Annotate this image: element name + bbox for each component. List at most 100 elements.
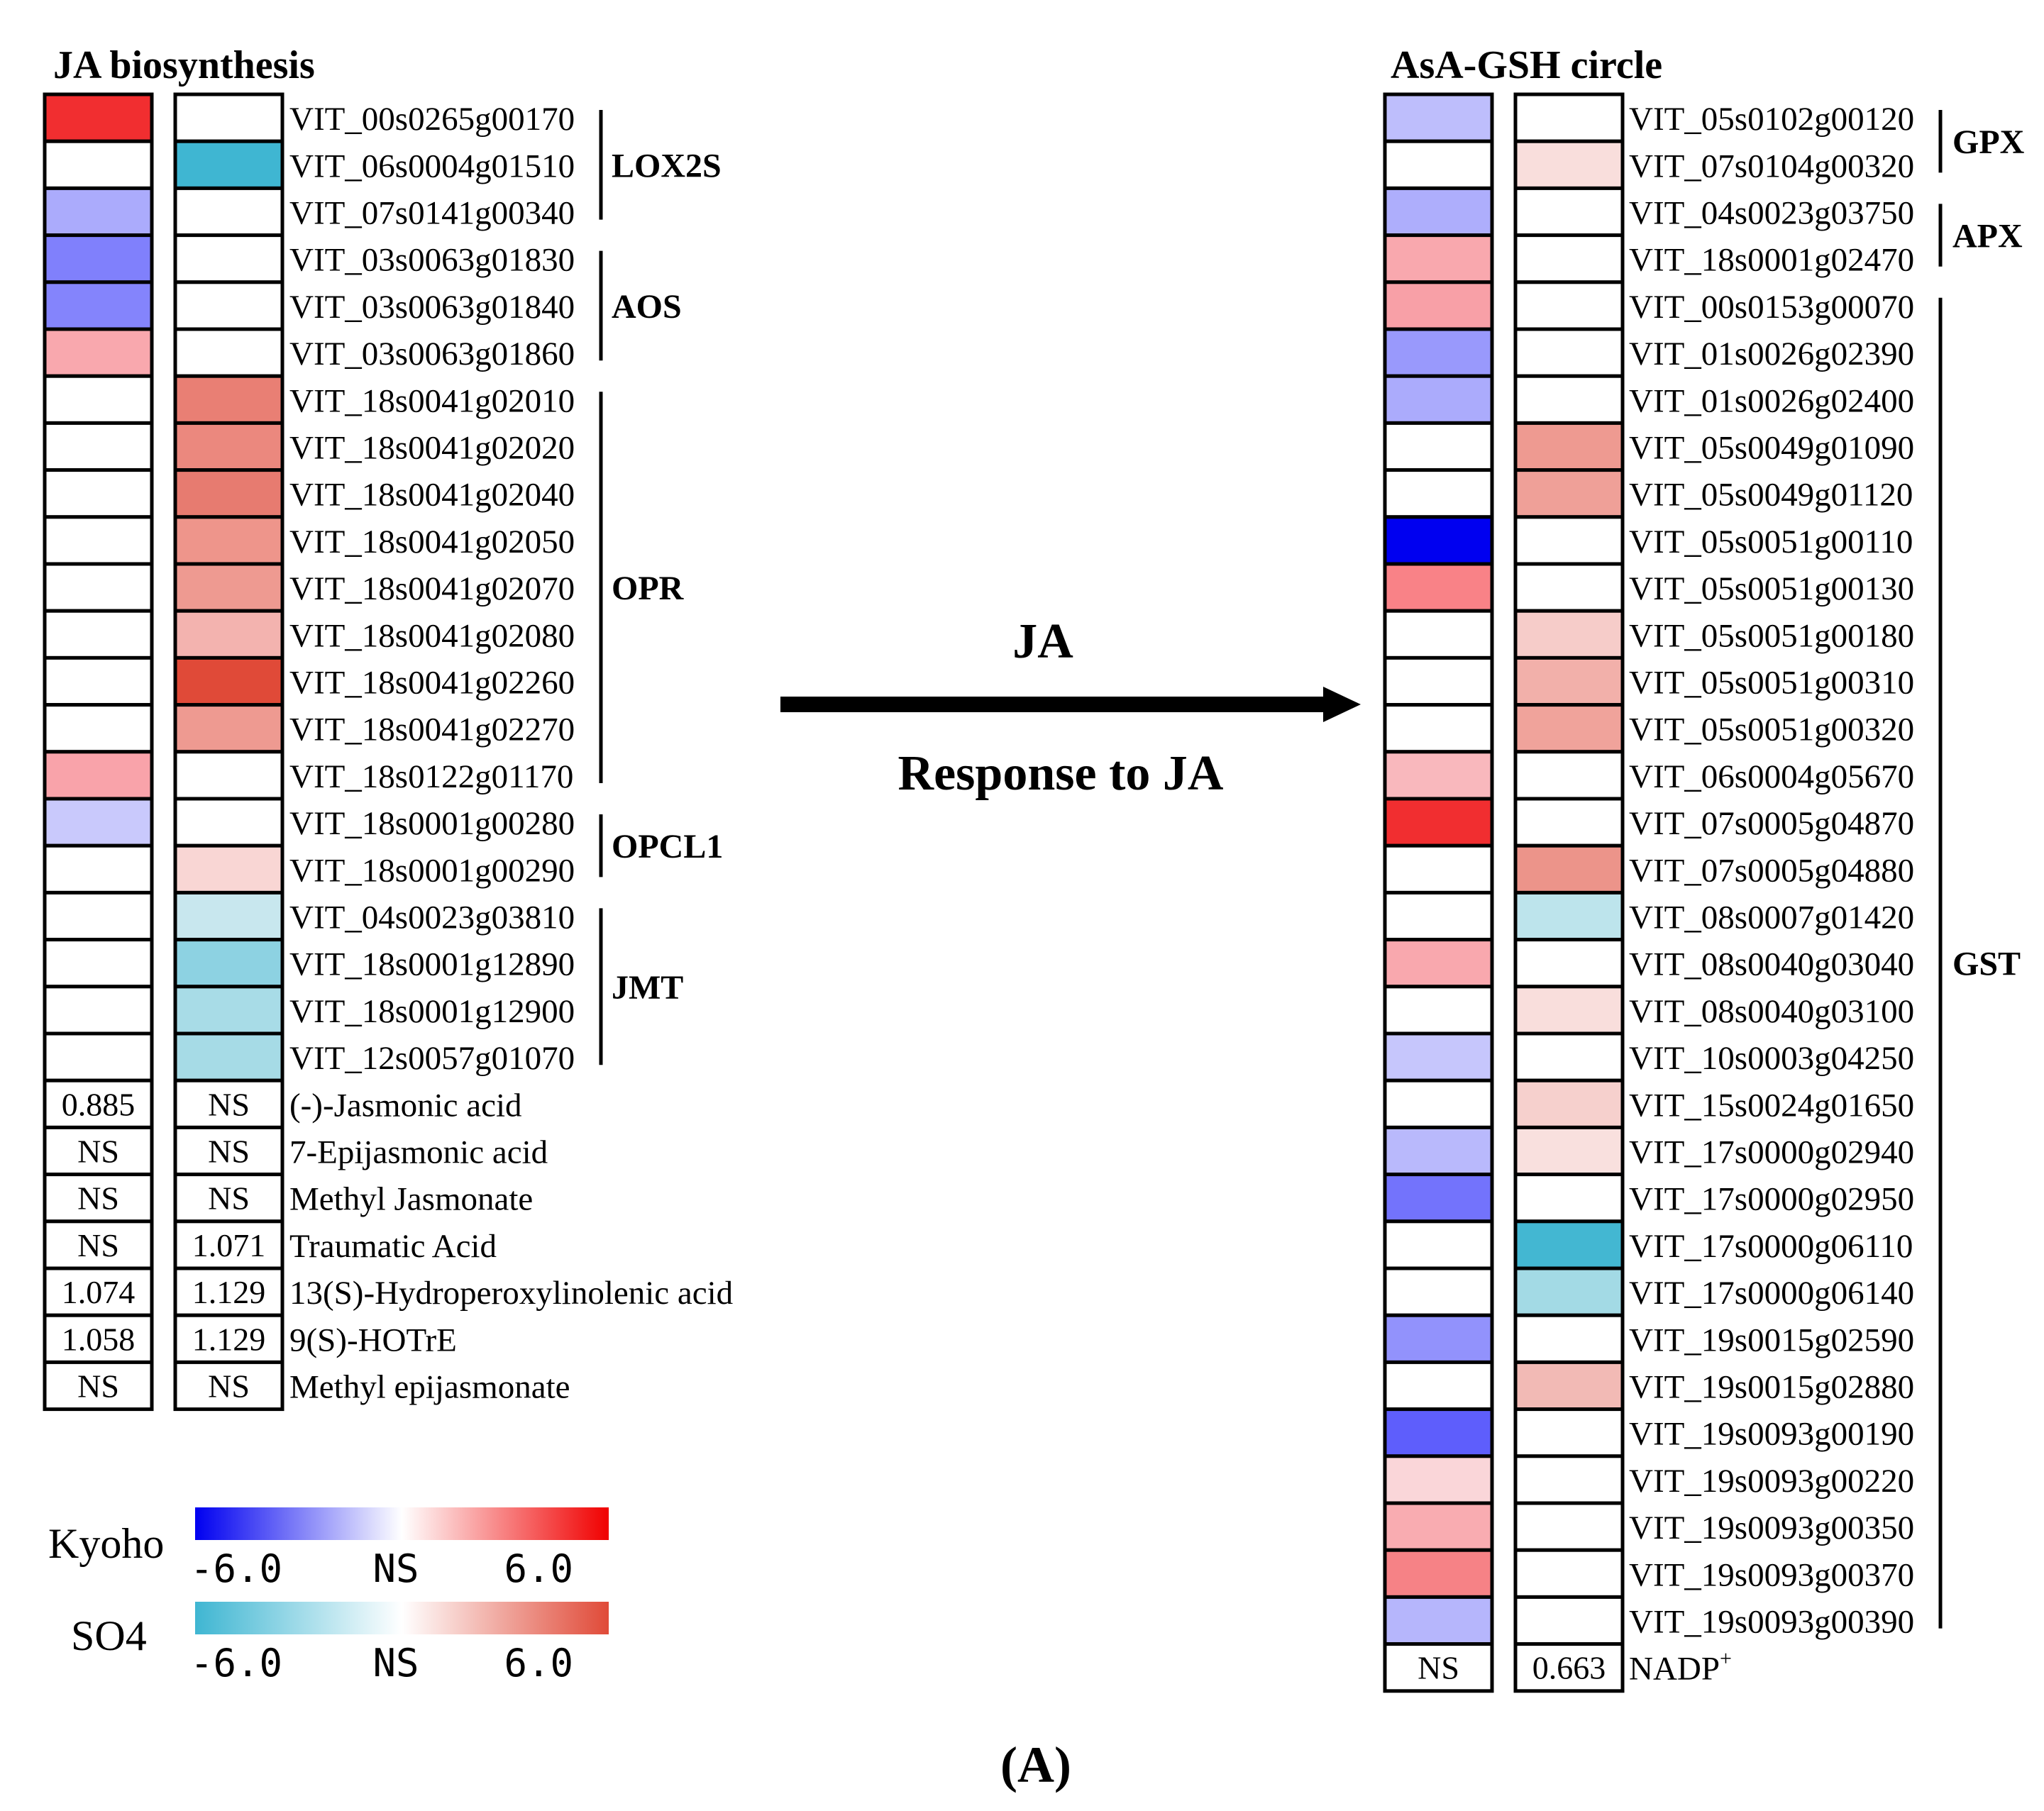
heatmap-cell-so4 [173, 139, 284, 190]
left-panel-title: JA biosynthesis [53, 43, 315, 87]
metabolite-cell-so4-value: 0.663 [1532, 1650, 1606, 1686]
metabolite-cell-kyoho-value: 0.885 [62, 1086, 136, 1122]
metabolite-label-text: Methyl Jasmonate [289, 1181, 533, 1218]
heatmap-cell-so4 [1513, 1125, 1625, 1177]
gene-label: VIT_18s0041g02080 [289, 617, 575, 654]
metabolite-cell-kyoho-value: NS [1418, 1650, 1459, 1686]
legend-so4-min: -6.0 [190, 1641, 282, 1685]
heatmap-cell-kyoho [43, 843, 154, 895]
heatmap-cell-so4 [1513, 562, 1625, 613]
heatmap-cell-so4 [173, 1031, 284, 1082]
legend-kyoho-mid: NS [372, 1546, 419, 1591]
metabolite-label: Traumatic Acid [289, 1228, 497, 1265]
heatmap-cell-so4 [1513, 750, 1625, 801]
gene-label: VIT_18s0001g00280 [289, 805, 575, 842]
gene-label: VIT_05s0051g00130 [1629, 570, 1914, 607]
heatmap-cell-so4 [1513, 139, 1625, 190]
gene-label: VIT_00s0265g00170 [289, 101, 575, 138]
heatmap-cell-kyoho [43, 421, 154, 472]
gene-label: VIT_18s0041g02070 [289, 570, 575, 607]
gene-label: VIT_18s0001g02470 [1629, 242, 1914, 279]
heatmap-cell-so4 [1513, 1173, 1625, 1224]
heatmap-cell-so4 [1513, 985, 1625, 1036]
gene-label: VIT_18s0041g02270 [289, 711, 575, 748]
heatmap-cell-kyoho [43, 562, 154, 613]
heatmap-cell-so4 [173, 655, 284, 707]
arrow-label-top: JA [1012, 614, 1073, 669]
heatmap-cell-so4 [1513, 92, 1625, 143]
heatmap-cell-so4 [1513, 233, 1625, 284]
heatmap-cell-kyoho [1383, 1266, 1494, 1317]
heatmap-cell-kyoho [43, 92, 154, 143]
heatmap-cell-so4 [1513, 890, 1625, 942]
metabolite-cell-kyoho-value: 1.074 [62, 1274, 136, 1310]
heatmap-cell-so4 [1513, 1407, 1625, 1458]
heatmap-cell-kyoho [43, 609, 154, 660]
heatmap-cell-kyoho [1383, 1125, 1494, 1177]
metabolite-cell-so4-value: NS [208, 1180, 250, 1217]
ja-arrow: JA Response to JA [780, 614, 1361, 801]
metabolite-label: Methyl Jasmonate [289, 1181, 533, 1218]
heatmap-cell-kyoho [1383, 1407, 1494, 1458]
metabolite-cell-so4-value: 1.129 [192, 1321, 266, 1357]
gene-label: VIT_04s0023g03810 [289, 899, 575, 936]
group-label: JMT [612, 969, 683, 1007]
heatmap-cell-so4 [1513, 1266, 1625, 1317]
heatmap-cell-so4 [1513, 1031, 1625, 1082]
gene-label: VIT_10s0003g04250 [1629, 1040, 1914, 1077]
gene-label: VIT_08s0007g01420 [1629, 899, 1914, 936]
metabolite-cell-kyoho-value: NS [77, 1227, 119, 1263]
arrow-label-bottom: Response to JA [898, 746, 1224, 801]
metabolite-cell-so4-value: 1.071 [192, 1227, 266, 1263]
metabolite-label: 7-Epijasmonic acid [289, 1134, 548, 1171]
heatmap-cell-so4 [1513, 421, 1625, 472]
gene-label: VIT_18s0041g02260 [289, 665, 575, 702]
heatmap-cell-kyoho [43, 750, 154, 801]
panel-label: (A) [1000, 1737, 1071, 1793]
heatmap-cell-kyoho [1383, 374, 1494, 425]
heatmap-cell-kyoho [43, 139, 154, 190]
metabolite-cell-kyoho [1383, 1642, 1494, 1693]
heatmap-cell-so4 [173, 280, 284, 331]
gene-label: VIT_19s0015g02880 [1629, 1369, 1914, 1406]
group-label: OPCL1 [612, 828, 723, 865]
group-label: OPR [612, 570, 685, 607]
heatmap-cell-so4 [1513, 797, 1625, 848]
gene-label: VIT_04s0023g03750 [1629, 195, 1914, 232]
metabolite-label: (-)-Jasmonic acid [289, 1087, 522, 1124]
heatmap-cell-so4 [1513, 1078, 1625, 1129]
heatmap-cell-so4 [1513, 843, 1625, 895]
gene-label: VIT_17s0000g02950 [1629, 1181, 1914, 1218]
heatmap-cell-so4 [1513, 186, 1625, 238]
heatmap-cell-kyoho [1383, 938, 1494, 989]
heatmap-cell-so4 [1513, 468, 1625, 519]
heatmap-cell-so4 [173, 327, 284, 378]
heatmap-cell-so4 [1513, 280, 1625, 331]
heatmap-cell-so4 [173, 233, 284, 284]
gene-label: VIT_17s0000g06110 [1629, 1228, 1913, 1265]
heatmap-cell-kyoho [1383, 1548, 1494, 1599]
legend-kyoho-max: 6.0 [504, 1546, 573, 1591]
heatmap-cell-so4 [173, 985, 284, 1036]
heatmap-cell-kyoho [1383, 843, 1494, 895]
color-legend: Kyoho -6.0 NS 6.0 SO4 -6.0 NS 6.0 [48, 1507, 609, 1685]
gene-label: VIT_05s0051g00320 [1629, 711, 1914, 748]
heatmap-cell-kyoho [1383, 890, 1494, 942]
gene-label: VIT_08s0040g03040 [1629, 946, 1914, 983]
gene-label: VIT_07s0104g00320 [1629, 148, 1914, 184]
heatmap-cell-kyoho [1383, 421, 1494, 472]
heatmap-cell-kyoho [43, 468, 154, 519]
gene-label: VIT_05s0051g00310 [1629, 665, 1914, 702]
metabolite-cell-so4 [1513, 1642, 1625, 1693]
gene-label: VIT_07s0005g04870 [1629, 805, 1914, 842]
right-heatmap: VIT_05s0102g00120 VIT_07s0104g00320 VIT_04… [1383, 92, 2025, 1693]
gene-label: VIT_19s0093g00220 [1629, 1463, 1914, 1500]
gene-label: VIT_03s0063g01840 [289, 289, 575, 326]
metabolite-cell-so4-value: NS [208, 1368, 250, 1405]
heatmap-cell-so4 [1513, 703, 1625, 754]
heatmap-cell-kyoho [1383, 985, 1494, 1036]
arrow-head-icon [1323, 687, 1361, 722]
heatmap-cell-kyoho [1383, 750, 1494, 801]
metabolite-cell-so4 [173, 1360, 284, 1412]
group-label: AOS [612, 288, 682, 326]
